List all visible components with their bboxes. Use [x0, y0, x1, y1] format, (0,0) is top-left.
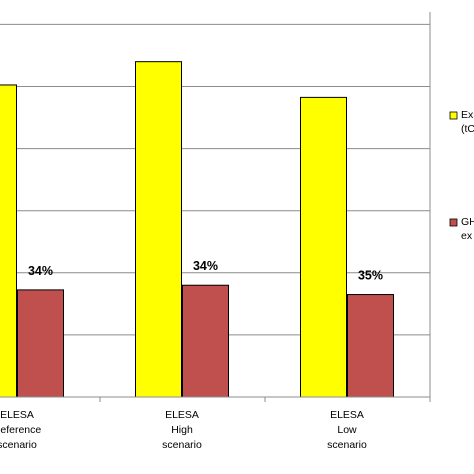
bars	[0, 61, 394, 398]
legend-swatch	[449, 111, 458, 120]
x-tick-label: ELESA	[330, 409, 364, 421]
x-tick-label: Low	[337, 424, 357, 436]
gridlines	[0, 12, 431, 397]
x-tick-label: scenario	[0, 439, 37, 451]
x-tick-labels: ELESA Reference scenario ELESA High scenario E…	[0, 409, 367, 451]
data-label: 34%	[193, 259, 218, 273]
data-labels: 34% 34% 35%	[28, 259, 383, 282]
legend-label: (tC	[461, 123, 474, 135]
x-tick-label: Reference	[0, 424, 41, 436]
bar	[17, 289, 64, 398]
bar	[347, 294, 394, 398]
legend: Exp (tC GH ex	[449, 109, 474, 242]
data-label: 34%	[28, 264, 53, 278]
x-tick-label: scenario	[162, 439, 202, 451]
legend-swatch	[449, 218, 458, 227]
legend-label: ex	[461, 230, 473, 242]
x-tick-label: ELESA	[0, 409, 34, 421]
bar	[300, 96, 347, 398]
bar	[182, 284, 229, 398]
x-axis	[0, 396, 431, 402]
legend-label: Exp	[461, 109, 474, 121]
x-tick-label: High	[171, 424, 193, 436]
legend-label: GH	[461, 216, 474, 228]
bar	[135, 61, 182, 398]
x-tick-label: scenario	[327, 439, 367, 451]
data-label: 35%	[358, 269, 383, 283]
bar	[0, 84, 17, 398]
x-tick-label: ELESA	[165, 409, 199, 421]
